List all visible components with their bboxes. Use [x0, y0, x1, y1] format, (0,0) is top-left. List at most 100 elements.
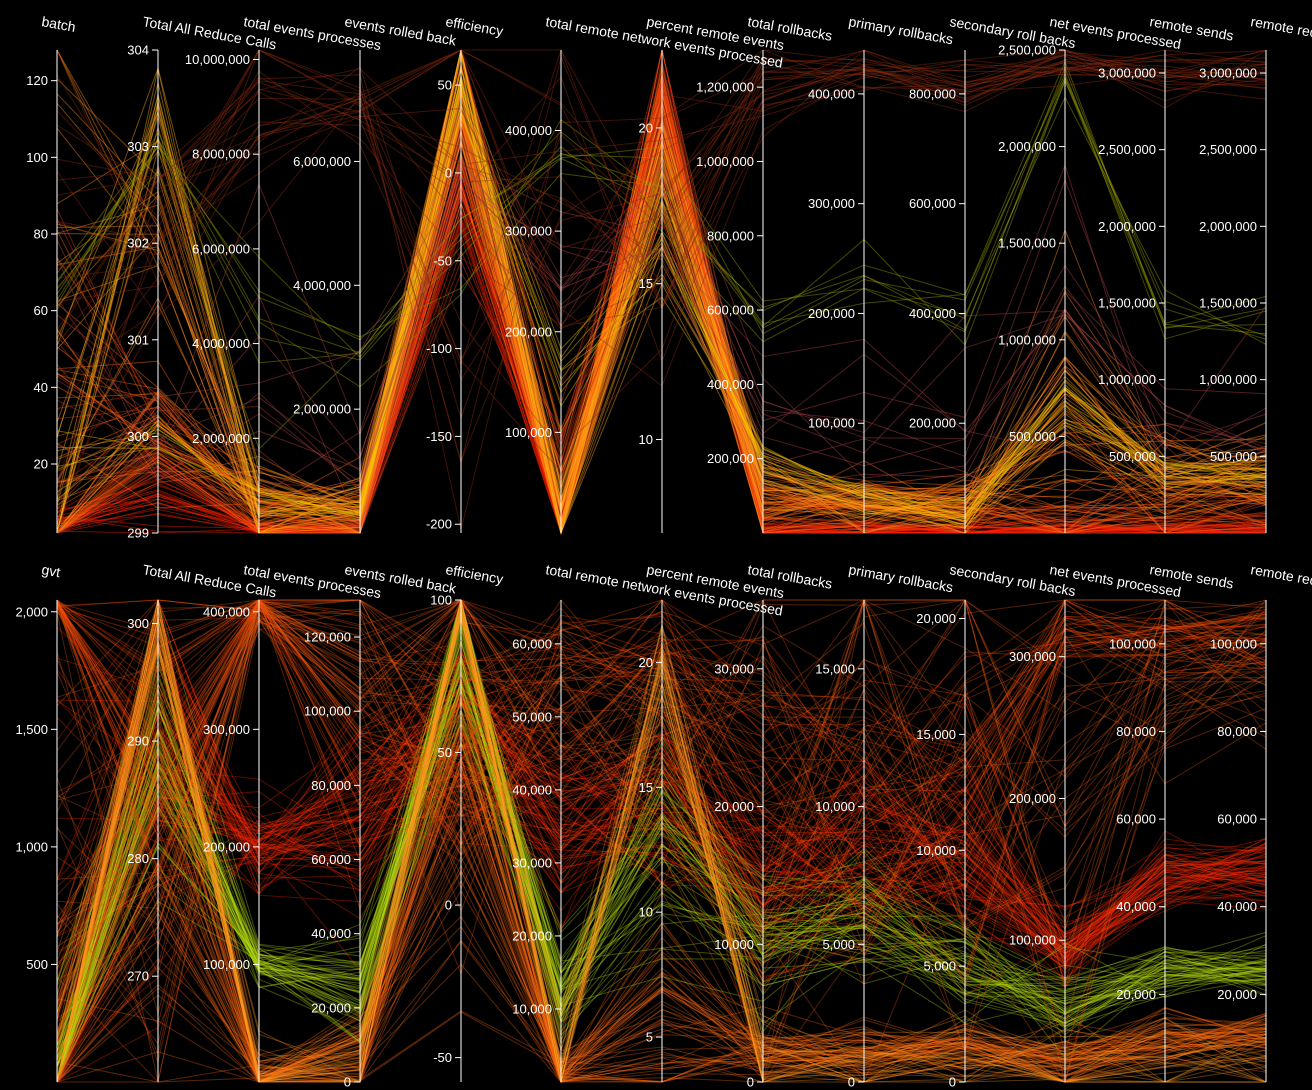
tick-label: 300 [127, 429, 149, 444]
tick-label: 500 [26, 957, 48, 972]
tick-label: 1,000,000 [696, 154, 754, 169]
tick-label: 10,000 [512, 1001, 552, 1016]
tick-label: 40,000 [1217, 899, 1257, 914]
tick-label: 301 [127, 332, 149, 347]
tick-label: 15,000 [815, 661, 855, 676]
tick-label: 800,000 [707, 228, 754, 243]
tick-label: 2,000,000 [192, 431, 250, 446]
tick-label: 500,000 [1210, 449, 1257, 464]
tick-label: -100 [426, 341, 452, 356]
tick-label: 500,000 [1009, 429, 1056, 444]
tick-label: 200,000 [909, 416, 956, 431]
tick-label: 2,000,000 [1098, 219, 1156, 234]
tick-label: 400,000 [203, 604, 250, 619]
tick-label: 0 [344, 1075, 351, 1090]
tick-label: 80,000 [311, 778, 351, 793]
panel-1: 20406080100120batch299300301302303304Tot… [26, 13, 1312, 540]
tick-label: 40,000 [311, 926, 351, 941]
tick-label: 304 [127, 43, 149, 58]
tick-label: 2,500,000 [1098, 142, 1156, 157]
tick-label: 6,000,000 [293, 154, 351, 169]
tick-label: 60,000 [1116, 812, 1156, 827]
tick-label: 1,000 [15, 839, 48, 854]
tick-label: 200,000 [203, 839, 250, 854]
tick-label: 200,000 [707, 451, 754, 466]
tick-label: 200,000 [505, 324, 552, 339]
tick-label: 1,500,000 [1098, 296, 1156, 311]
tick-label: 600,000 [707, 303, 754, 318]
tick-label: 50 [438, 745, 452, 760]
tick-label: 300,000 [808, 196, 855, 211]
tick-label: 10,000 [916, 843, 956, 858]
tick-label: 600,000 [909, 196, 956, 211]
tick-label: -50 [433, 1050, 452, 1065]
axis-title: remote recvs [1249, 13, 1312, 43]
tick-label: 120,000 [304, 630, 351, 645]
tick-label: 2,500,000 [998, 43, 1056, 58]
tick-label: 20,000 [1217, 987, 1257, 1002]
tick-label: 100,000 [203, 957, 250, 972]
tick-label: 100,000 [1210, 636, 1257, 651]
tick-label: 400,000 [707, 377, 754, 392]
tick-label: 2,500,000 [1199, 142, 1257, 157]
axis-title: gvt [40, 561, 61, 580]
tick-label: 100 [430, 593, 452, 608]
tick-label: 60,000 [311, 852, 351, 867]
tick-label: 100,000 [1009, 933, 1056, 948]
tick-label: -50 [433, 253, 452, 268]
tick-label: 8,000,000 [192, 147, 250, 162]
tick-label: 30,000 [512, 855, 552, 870]
axis-title: primary rollbacks [847, 13, 954, 47]
tick-label: 80,000 [1116, 724, 1156, 739]
tick-label: 200,000 [808, 306, 855, 321]
tick-label: 2,000,000 [293, 402, 351, 417]
tick-label: 1,000,000 [1098, 372, 1156, 387]
tick-label: 300,000 [505, 224, 552, 239]
tick-label: 10,000 [815, 799, 855, 814]
tick-label: 2,000,000 [1199, 219, 1257, 234]
tick-label: 60,000 [1217, 812, 1257, 827]
tick-label: 303 [127, 139, 149, 154]
tick-label: 50 [438, 78, 452, 93]
tick-label: 100,000 [1109, 636, 1156, 651]
axis-batch: 20 40 60 80 100 120 batch [26, 13, 77, 533]
tick-label: 5,000 [923, 959, 956, 974]
tick-label: 1,200,000 [696, 80, 754, 95]
tick-label: 40 [34, 380, 48, 395]
tick-label: 20,000 [512, 928, 552, 943]
tick-label: 100,000 [304, 704, 351, 719]
tick-label: 80,000 [1217, 724, 1257, 739]
tick-label: 400,000 [808, 86, 855, 101]
tick-label: 120 [26, 73, 48, 88]
tick-label: 10 [639, 905, 653, 920]
tick-label: 15 [639, 780, 653, 795]
tick-label: 1,000,000 [1199, 372, 1257, 387]
tick-label: 20,000 [916, 611, 956, 626]
tick-label: 40,000 [512, 782, 552, 797]
tick-label: 15 [639, 276, 653, 291]
tick-label: -200 [426, 517, 452, 532]
tick-label: 200,000 [1009, 791, 1056, 806]
tick-label: 10,000,000 [185, 52, 250, 67]
tick-label: 0 [445, 165, 452, 180]
tick-label: 20,000 [714, 799, 754, 814]
tick-label: -150 [426, 429, 452, 444]
tick-label: 20,000 [311, 1000, 351, 1015]
tick-label: 0 [949, 1075, 956, 1090]
tick-label: 4,000,000 [192, 336, 250, 351]
tick-label: 100,000 [505, 425, 552, 440]
tick-label: 400,000 [505, 123, 552, 138]
axis-title: primary rollbacks [847, 561, 954, 595]
tick-label: 10,000 [714, 937, 754, 952]
tick-label: 15,000 [916, 727, 956, 742]
tick-label: 50,000 [512, 709, 552, 724]
tick-label: 0 [848, 1075, 855, 1090]
tick-label: 4,000,000 [293, 278, 351, 293]
tick-label: 20 [34, 457, 48, 472]
tick-label: 100,000 [808, 416, 855, 431]
tick-label: 290 [127, 734, 149, 749]
tick-label: 3,000,000 [1199, 66, 1257, 81]
tick-label: 500,000 [1109, 449, 1156, 464]
axis-title: remote recvs [1249, 561, 1312, 591]
